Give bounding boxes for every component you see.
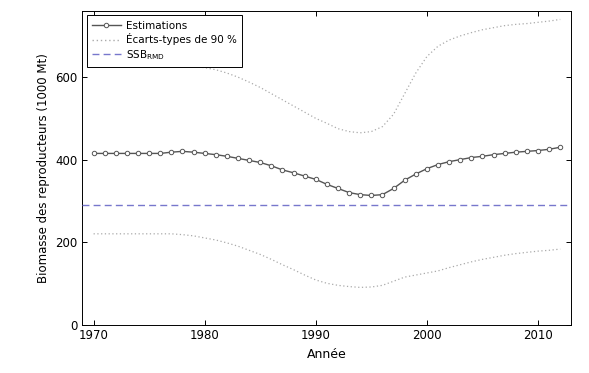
- Legend: Estimations, Écarts-types de 90 %, SSB$_{\mathregular{RMD}}$: Estimations, Écarts-types de 90 %, SSB$_…: [87, 15, 242, 67]
- Y-axis label: Biomasse des reproducteurs (1000 Mt): Biomasse des reproducteurs (1000 Mt): [37, 53, 50, 283]
- X-axis label: Année: Année: [307, 348, 347, 361]
